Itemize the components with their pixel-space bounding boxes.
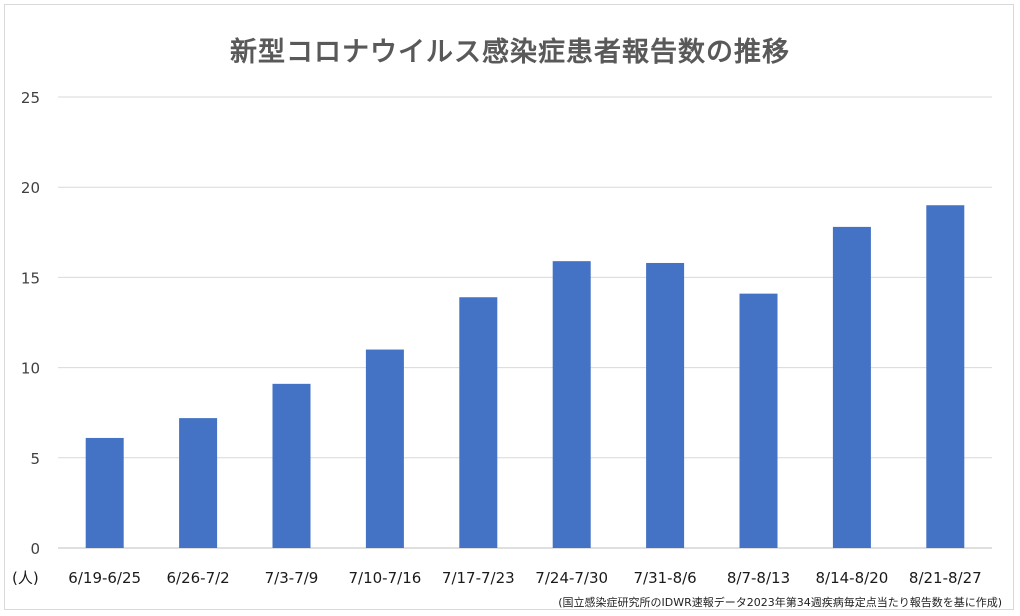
y-tick-label: 15	[21, 269, 40, 287]
bar	[739, 293, 778, 548]
x-tick-label: 7/10-7/16	[349, 569, 422, 587]
x-tick-label: 8/21-8/27	[909, 569, 982, 587]
source-note: (国立感染症研究所のIDWR速報データ2023年第34週疾病毎定点当たり報告数を…	[558, 596, 1002, 609]
bar	[459, 297, 498, 548]
x-tick-label: 7/31-8/6	[633, 569, 696, 587]
bar	[926, 205, 965, 549]
bar	[179, 418, 218, 548]
y-tick-label: 25	[21, 89, 40, 107]
y-tick-label: 20	[21, 179, 40, 197]
y-tick-label: 5	[30, 450, 40, 468]
x-tick-label: 8/7-8/13	[727, 569, 790, 587]
bar	[552, 261, 591, 548]
y-tick-label: 0	[30, 540, 40, 558]
bar	[646, 262, 685, 548]
x-tick-label: 7/17-7/23	[442, 569, 515, 587]
chart-title: 新型コロナウイルス感染症患者報告数の推移	[230, 37, 790, 68]
bar	[832, 226, 871, 548]
y-tick-label: 10	[21, 360, 40, 378]
bar	[272, 383, 311, 548]
x-tick-label: 6/19-6/25	[68, 569, 141, 587]
x-tick-label: 7/24-7/30	[535, 569, 608, 587]
x-tick-label: 8/14-8/20	[816, 569, 889, 587]
x-tick-label: 6/26-7/2	[166, 569, 229, 587]
x-tick-label: 7/3-7/9	[265, 569, 319, 587]
bar	[365, 349, 404, 548]
y-axis-unit-label: (人)	[12, 569, 39, 587]
bar	[85, 437, 124, 548]
